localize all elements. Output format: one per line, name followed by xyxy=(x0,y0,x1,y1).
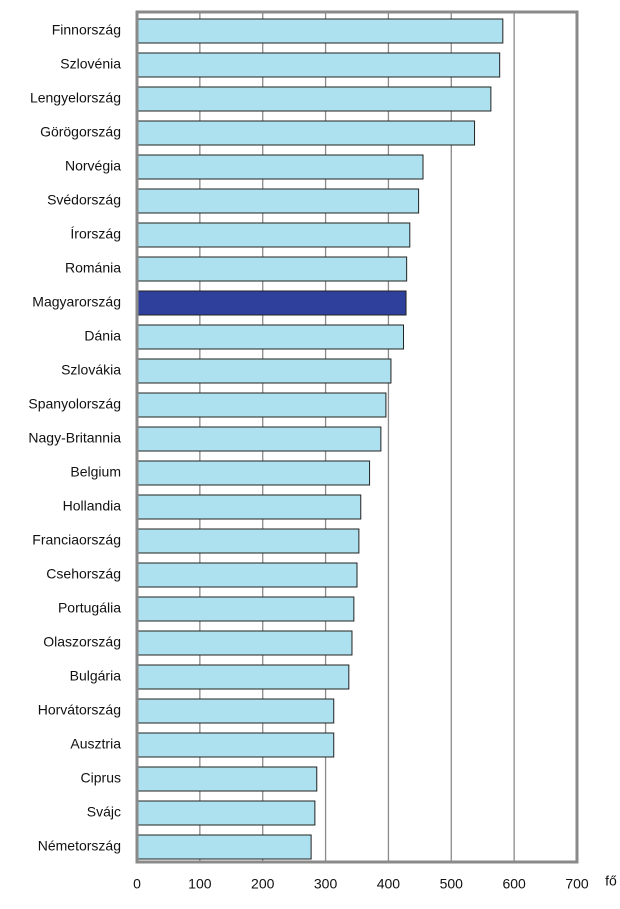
y-tick-label: Olaszország xyxy=(43,634,121,650)
y-tick-label: Szlovénia xyxy=(60,56,121,72)
x-tick-label: 500 xyxy=(440,876,464,892)
bar xyxy=(136,766,318,792)
x-tick-label: 200 xyxy=(251,876,275,892)
y-tick-label: Ciprus xyxy=(81,770,121,786)
y-tick-label: Finnország xyxy=(52,22,121,38)
y-tick-label: Bulgária xyxy=(70,668,122,684)
x-axis-label: fő xyxy=(605,873,617,889)
bar xyxy=(136,18,504,44)
bar xyxy=(136,290,407,316)
plot-border xyxy=(135,10,579,864)
y-tick-label: Norvégia xyxy=(65,158,121,174)
bar xyxy=(136,426,382,452)
y-tick-label: Belgium xyxy=(70,464,121,480)
y-tick-label: Szlovákia xyxy=(61,362,121,378)
bar xyxy=(136,834,312,860)
y-tick-label: Spanyolország xyxy=(28,396,121,412)
x-tick-label: 300 xyxy=(314,876,338,892)
y-tick-label: Németország xyxy=(38,838,121,854)
y-tick-label: Franciaország xyxy=(32,532,121,548)
bar xyxy=(136,188,420,214)
y-tick-label: Portugália xyxy=(58,600,121,616)
bar xyxy=(136,596,355,622)
bar xyxy=(136,528,360,554)
bar xyxy=(136,256,408,282)
bar xyxy=(136,358,392,384)
x-tick-label: 0 xyxy=(133,876,141,892)
bar xyxy=(136,562,358,588)
bar xyxy=(136,494,362,520)
bar xyxy=(136,52,501,78)
y-tick-label: Svájc xyxy=(87,804,121,820)
x-tick-label: 400 xyxy=(377,876,401,892)
bar xyxy=(136,630,353,656)
x-tick-label: 100 xyxy=(188,876,212,892)
y-tick-label: Ausztria xyxy=(70,736,121,752)
x-tick-label: 600 xyxy=(502,876,526,892)
bar xyxy=(136,222,411,248)
y-tick-label: Írország xyxy=(70,226,121,242)
bar xyxy=(136,460,371,486)
bar xyxy=(136,324,405,350)
y-tick-label: Nagy-Britannia xyxy=(28,430,121,446)
bar xyxy=(136,732,335,758)
y-tick-label: Hollandia xyxy=(63,498,122,514)
x-tick-label: 700 xyxy=(565,876,589,892)
bar xyxy=(136,664,350,690)
bar xyxy=(136,154,424,180)
y-tick-label: Görögország xyxy=(40,124,121,140)
bar xyxy=(136,392,387,418)
y-tick-label: Svédország xyxy=(47,192,121,208)
bar xyxy=(136,800,316,826)
y-tick-label: Lengyelország xyxy=(30,90,121,106)
bar xyxy=(136,86,492,112)
bar xyxy=(136,698,335,724)
y-tick-label: Dánia xyxy=(84,328,121,344)
y-tick-label: Magyarország xyxy=(32,294,121,310)
y-tick-label: Horvátország xyxy=(38,702,121,718)
y-tick-label: Csehország xyxy=(46,566,121,582)
y-tick-label: Románia xyxy=(65,260,121,276)
bar xyxy=(136,120,476,146)
